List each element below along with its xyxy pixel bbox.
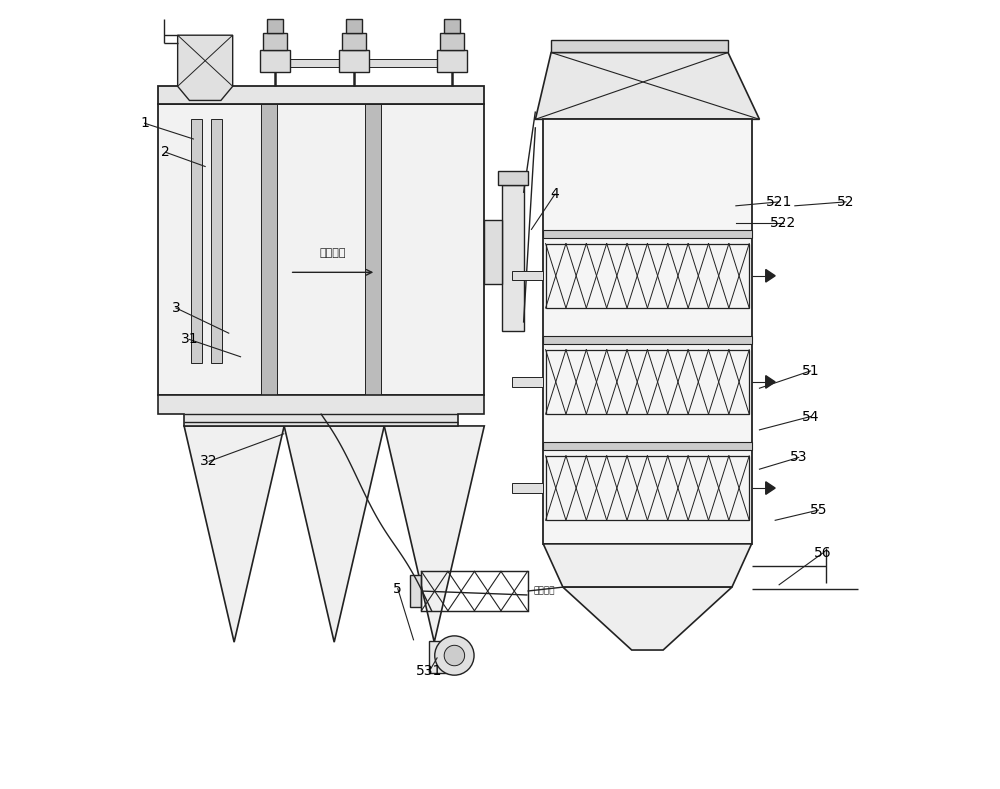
Bar <box>543 443 752 451</box>
Bar <box>261 103 277 394</box>
Bar <box>365 103 381 394</box>
Polygon shape <box>543 544 752 587</box>
Bar <box>543 119 752 544</box>
Polygon shape <box>184 426 284 642</box>
Circle shape <box>435 636 474 675</box>
Text: 2: 2 <box>161 145 170 159</box>
Bar <box>158 86 484 103</box>
Text: 32: 32 <box>200 454 218 469</box>
Bar <box>546 350 749 414</box>
Bar <box>260 50 290 72</box>
Polygon shape <box>766 482 775 495</box>
Text: 气流方向: 气流方向 <box>534 586 555 596</box>
Polygon shape <box>766 270 775 282</box>
Text: 55: 55 <box>810 503 827 517</box>
Bar <box>440 33 464 50</box>
Text: 气流方向: 气流方向 <box>320 249 346 258</box>
Bar <box>484 220 502 284</box>
Bar <box>158 103 484 394</box>
Polygon shape <box>384 426 484 642</box>
Circle shape <box>444 645 465 666</box>
Text: 521: 521 <box>766 195 792 209</box>
Bar <box>410 575 421 607</box>
Bar <box>512 271 543 281</box>
Polygon shape <box>535 53 759 119</box>
Bar <box>502 185 524 331</box>
Text: 52: 52 <box>837 195 855 209</box>
Bar <box>267 19 283 33</box>
Text: 56: 56 <box>814 546 831 560</box>
Bar <box>437 50 467 72</box>
Bar <box>429 641 461 673</box>
Text: 31: 31 <box>181 332 198 346</box>
Bar <box>512 484 543 493</box>
Bar <box>512 377 543 387</box>
Text: 1: 1 <box>140 116 149 130</box>
Bar <box>191 119 202 363</box>
Polygon shape <box>158 394 484 426</box>
Bar <box>444 19 460 33</box>
Bar <box>211 119 222 363</box>
Bar <box>543 336 752 344</box>
Text: 5: 5 <box>393 581 402 596</box>
Text: 54: 54 <box>802 409 819 424</box>
Bar <box>551 40 728 53</box>
Bar <box>263 33 287 50</box>
Bar <box>543 230 752 238</box>
Polygon shape <box>178 36 233 100</box>
Text: 51: 51 <box>802 364 819 378</box>
Text: 4: 4 <box>551 187 559 201</box>
Text: 531: 531 <box>416 664 442 679</box>
Bar <box>354 59 452 66</box>
Bar <box>346 19 362 33</box>
Text: 3: 3 <box>172 301 180 315</box>
Polygon shape <box>284 426 384 642</box>
Polygon shape <box>766 376 775 388</box>
Bar <box>546 244 749 308</box>
Text: 522: 522 <box>770 216 796 230</box>
Bar <box>546 456 749 520</box>
Bar <box>342 33 366 50</box>
Bar <box>498 171 528 185</box>
Bar <box>421 571 528 611</box>
Text: 53: 53 <box>790 451 808 465</box>
Bar <box>339 50 369 72</box>
Polygon shape <box>563 587 732 650</box>
Bar <box>275 59 354 66</box>
